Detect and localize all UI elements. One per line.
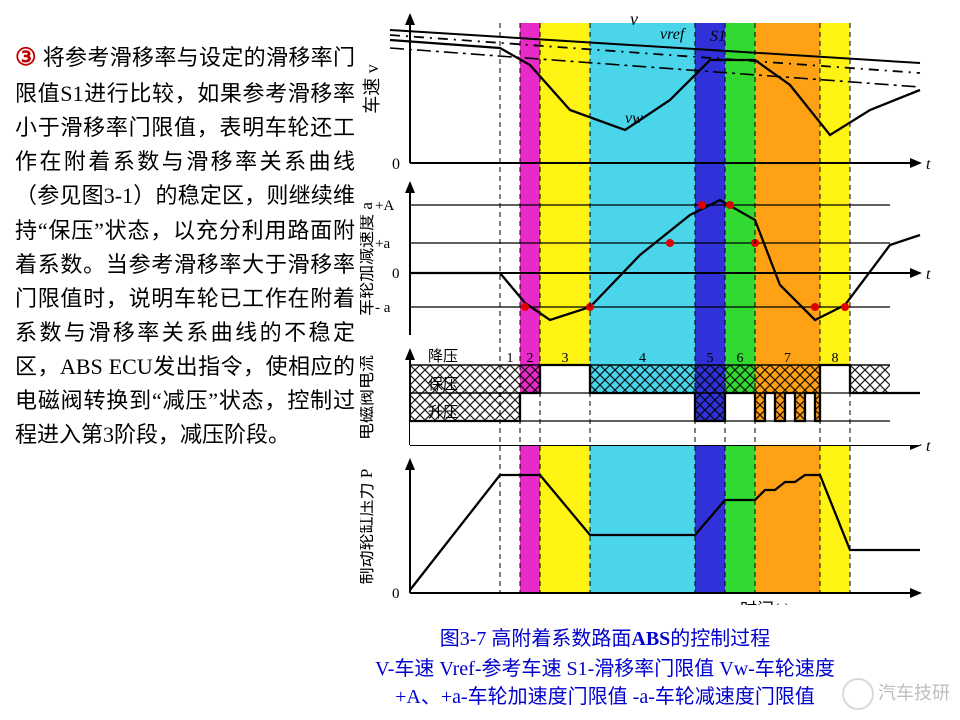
svg-text:7: 7 (784, 351, 791, 366)
svg-text:电磁阀电流: 电磁阀电流 (360, 355, 376, 440)
svg-text:6: 6 (737, 351, 744, 366)
svg-text:t: t (926, 156, 931, 173)
body-paragraph: ③ 将参考滑移率与设定的滑移率门限值S1进行比较，如果参考滑移率小于滑移率门限值… (15, 40, 355, 452)
svg-text:vw: vw (625, 110, 643, 127)
svg-text:3: 3 (562, 351, 569, 366)
svg-text:S1: S1 (710, 28, 726, 45)
svg-text:车轮加减速度 a: 车轮加减速度 a (360, 202, 376, 316)
svg-text:4: 4 (639, 351, 646, 366)
svg-text:8: 8 (832, 351, 839, 366)
svg-text:1: 1 (507, 351, 514, 366)
svg-text:制动轮缸压力 P: 制动轮缸压力 P (360, 469, 376, 585)
svg-text:2: 2 (527, 351, 534, 366)
watermark: 汽车技研 (842, 678, 950, 710)
svg-text:t: t (926, 438, 931, 455)
svg-text:- a: - a (375, 300, 391, 316)
svg-text:时间(t): 时间(t) (740, 600, 790, 605)
svg-text:t: t (926, 266, 931, 283)
svg-text:0: 0 (392, 586, 400, 602)
svg-text:+a: +a (375, 236, 390, 252)
svg-text:v: v (630, 9, 638, 29)
svg-text:车速 v: 车速 v (362, 64, 382, 114)
svg-text:0: 0 (392, 156, 400, 173)
svg-text:+A: +A (375, 198, 394, 214)
svg-text:降压: 降压 (428, 348, 458, 365)
step-number: ③ (15, 45, 37, 71)
svg-text:5: 5 (707, 351, 714, 366)
body-text: 将参考滑移率与设定的滑移率门限值S1进行比较，如果参考滑移率小于滑移率门限值，表… (15, 45, 355, 447)
svg-text:0: 0 (392, 266, 400, 282)
caption-post: 的控制过程 (670, 628, 770, 650)
caption-pre: 图3-7 高附着系数路面 (440, 628, 632, 650)
abs-control-diagram: vvrefS1vw0t车速 v+A+a- a0t车轮加减速度 a降压保压升压t1… (360, 5, 950, 605)
caption-bold: ABS (631, 628, 670, 650)
svg-text:vref: vref (660, 26, 687, 43)
watermark-text: 汽车技研 (878, 683, 950, 703)
caption-title: 图3-7 高附着系数路面ABS的控制过程 (265, 625, 945, 653)
watermark-icon (842, 678, 874, 710)
